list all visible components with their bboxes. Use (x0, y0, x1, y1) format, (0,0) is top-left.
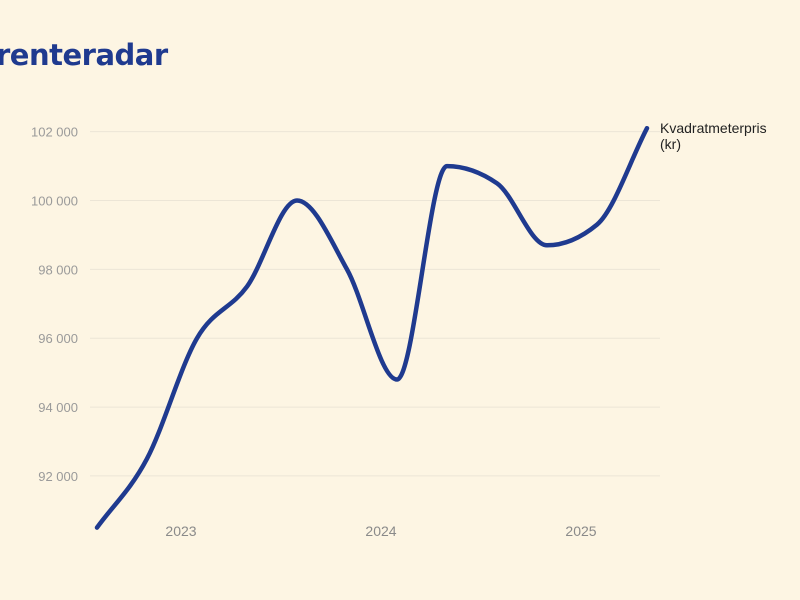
x-tick-label: 2024 (365, 523, 396, 539)
legend: Kvadratmeterpris(kr) (660, 120, 767, 152)
brand-logo: renteradar (0, 38, 168, 72)
y-axis: 92 000 94 000 96 000 98 000 100 000 102 000 (31, 125, 78, 484)
y-tick-label: 94 000 (38, 400, 78, 415)
y-tick-label: 100 000 (31, 194, 78, 209)
x-tick-label: 2025 (565, 523, 596, 539)
grid (90, 131, 660, 477)
series (94, 125, 650, 530)
y-tick-label: 98 000 (38, 262, 78, 277)
x-tick-label: 2023 (165, 523, 196, 539)
series-label: Kvadratmeterpris (660, 120, 767, 136)
y-tick-label: 102 000 (31, 125, 78, 140)
series-line (94, 125, 650, 530)
x-axis: 2023 2024 2025 (165, 523, 596, 539)
y-tick-label: 92 000 (38, 469, 78, 484)
series-label: (kr) (660, 136, 681, 152)
y-tick-label: 96 000 (38, 331, 78, 346)
